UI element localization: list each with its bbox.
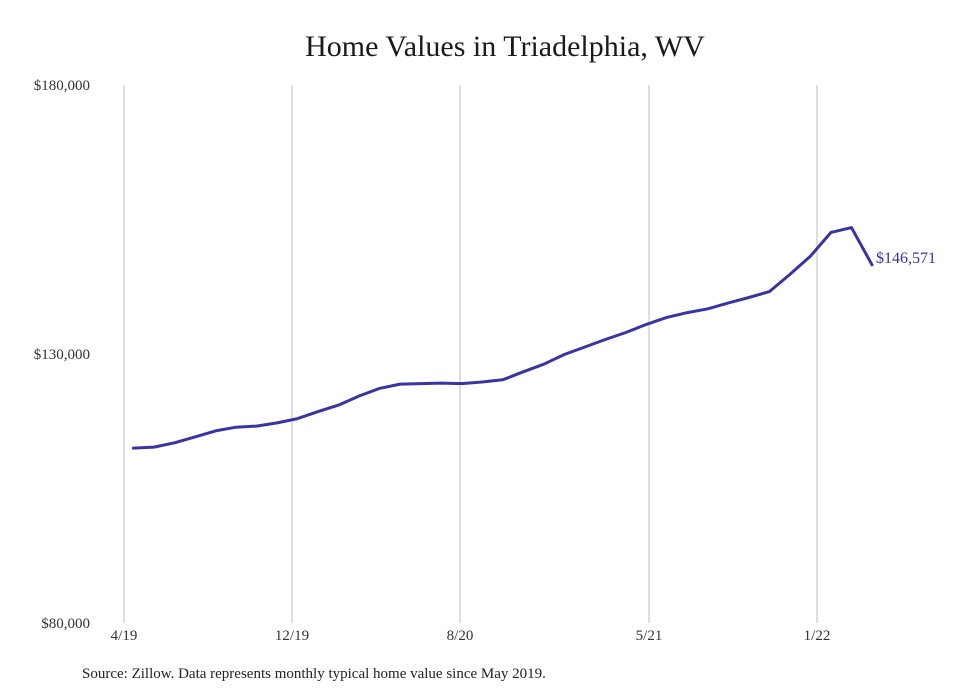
x-tick-label: 4/19	[111, 628, 138, 644]
y-tick-label: $180,000	[34, 78, 90, 94]
x-tick-label: 12/19	[275, 628, 309, 644]
source-note: Source: Zillow. Data represents monthly …	[82, 666, 546, 682]
y-axis-ticks: $180,000 $130,000 $80,000	[34, 78, 90, 632]
gridlines	[123, 85, 818, 623]
x-tick-label: 1/22	[804, 628, 831, 644]
y-tick-label: $80,000	[41, 616, 90, 632]
end-value-label: $146,571	[876, 250, 936, 267]
chart-title: Home Values in Triadelphia, WV	[305, 30, 705, 63]
x-axis-ticks: 4/19 12/19 8/20 5/21 1/22	[111, 628, 831, 644]
series: $146,571	[131, 226, 936, 450]
y-tick-label: $130,000	[34, 347, 90, 363]
x-tick-label: 5/21	[636, 628, 663, 644]
series-line	[131, 226, 874, 450]
x-tick-label: 8/20	[447, 628, 474, 644]
